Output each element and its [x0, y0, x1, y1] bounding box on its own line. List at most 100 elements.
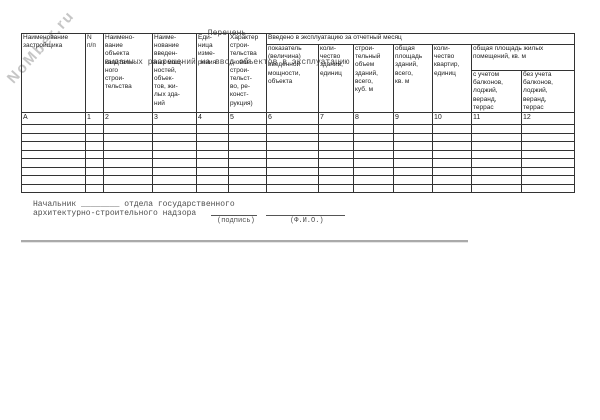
- table-cell: [471, 132, 522, 142]
- table-cell: [318, 183, 354, 193]
- table-cell: [393, 183, 433, 193]
- table-cell: [471, 175, 522, 185]
- table-cell: [152, 175, 197, 185]
- table-cell: [318, 141, 354, 151]
- table-cell: [393, 158, 433, 168]
- table-cell: [228, 124, 267, 134]
- col-group-commissioned: Введено в эксплуатацию за отчетный месяц: [265, 33, 576, 45]
- table-cell: [103, 183, 153, 193]
- col-number-cell: 10: [432, 112, 472, 126]
- table-cell: [228, 141, 267, 151]
- table-cell: [353, 149, 394, 159]
- table-cell: [432, 141, 472, 151]
- table-cell: [432, 124, 472, 134]
- col-header-construction-type: Характер строи- тельства (новое строи- т…: [228, 32, 267, 114]
- col-header-number: N п/п: [85, 32, 104, 114]
- table-cell: [393, 124, 433, 134]
- col-number-cell: 3: [152, 112, 197, 126]
- col-header-object-name: Наимено- вание объекта капиталь- ного ст…: [103, 32, 153, 114]
- signature-label: (подпись): [217, 217, 255, 225]
- table-empty-rows: [21, 124, 576, 193]
- table-cell: [393, 166, 433, 176]
- table-row: [21, 158, 576, 168]
- table-cell: [103, 141, 153, 151]
- table-cell: [432, 149, 472, 159]
- table-cell: [152, 183, 197, 193]
- table-cell: [196, 141, 229, 151]
- table-row: [21, 124, 576, 134]
- table-cell: [266, 166, 319, 176]
- table-cell: [520, 175, 576, 185]
- permits-table: Наименование застройщика N п/п Наимено- …: [21, 32, 576, 193]
- table-cell: [520, 183, 576, 193]
- table-cell: [196, 166, 229, 176]
- table-cell: [85, 124, 104, 134]
- col-header-buildings-count: коли- чество зданий, единиц: [318, 43, 354, 114]
- table-header-row-1: Наименование застройщика N п/п Наимено- …: [21, 32, 576, 114]
- table-cell: [318, 149, 354, 159]
- table-cell: [196, 158, 229, 168]
- table-cell: [266, 141, 319, 151]
- table-cell: [318, 166, 354, 176]
- table-cell: [196, 124, 229, 134]
- fio-label: (Ф.И.О.): [290, 217, 324, 225]
- table-cell: [266, 132, 319, 142]
- table-row: [21, 149, 576, 159]
- table-cell: [471, 183, 522, 193]
- col-header-capacities-name: Наиме- нование введен- ных мощ- ностей, …: [152, 32, 197, 114]
- col-header-developer: Наименование застройщика: [21, 32, 86, 114]
- table-cell: [432, 175, 472, 185]
- bottom-horizontal-rule: [21, 240, 468, 243]
- table-cell: [21, 141, 86, 151]
- col-header-building-volume: строи- тельный объем зданий, всего, куб.…: [353, 43, 394, 114]
- column-numbering-row: А 1 2 3 4 5 6 7 8 9 10 11 12: [21, 112, 576, 126]
- table-cell: [103, 158, 153, 168]
- table-cell: [471, 158, 522, 168]
- table-cell: [196, 149, 229, 159]
- col-header-unit: Еди- ница изме- рения: [196, 32, 229, 114]
- col-header-capacity-value: показатель (величина) введенной мощности…: [266, 43, 319, 114]
- col-number-cell: А: [21, 112, 86, 126]
- table-cell: [103, 149, 153, 159]
- table-cell: [393, 132, 433, 142]
- table-cell: [520, 141, 576, 151]
- table-header-row-2: показатель (величина) введенной мощности…: [22, 43, 576, 114]
- table-cell: [228, 132, 267, 142]
- table-cell: [152, 124, 197, 134]
- table-header: Наименование застройщика N п/п Наимено- …: [21, 32, 576, 126]
- table-cell: [152, 158, 197, 168]
- table-cell: [21, 124, 86, 134]
- table-cell: [520, 158, 576, 168]
- table-cell: [353, 158, 394, 168]
- table-cell: [228, 149, 267, 159]
- table-cell: [196, 175, 229, 185]
- table-cell: [393, 141, 433, 151]
- table-cell: [152, 149, 197, 159]
- table-cell: [266, 124, 319, 134]
- table-cell: [21, 166, 86, 176]
- col-number-cell: 7: [318, 112, 354, 126]
- table-row: [21, 132, 576, 142]
- table-cell: [471, 124, 522, 134]
- table-cell: [196, 132, 229, 142]
- table-cell: [85, 132, 104, 142]
- table-row: [21, 183, 576, 193]
- table-row: [21, 141, 576, 151]
- table-row: [21, 166, 576, 176]
- col-number-cell: 9: [393, 112, 433, 126]
- table-cell: [85, 166, 104, 176]
- official-title-line-2: архитектурно-строительного надзора: [33, 209, 197, 218]
- table-cell: [21, 175, 86, 185]
- col-header-apartments-count: коли- чество квартир, единиц: [432, 43, 472, 114]
- table-cell: [318, 175, 354, 185]
- table-cell: [471, 166, 522, 176]
- col-number-cell: 12: [520, 112, 576, 126]
- table-cell: [432, 158, 472, 168]
- col-number-cell: 4: [196, 112, 229, 126]
- col-number-cell: 2: [103, 112, 153, 126]
- table-cell: [318, 132, 354, 142]
- col-number-cell: 8: [353, 112, 394, 126]
- table-cell: [393, 149, 433, 159]
- table-cell: [228, 183, 267, 193]
